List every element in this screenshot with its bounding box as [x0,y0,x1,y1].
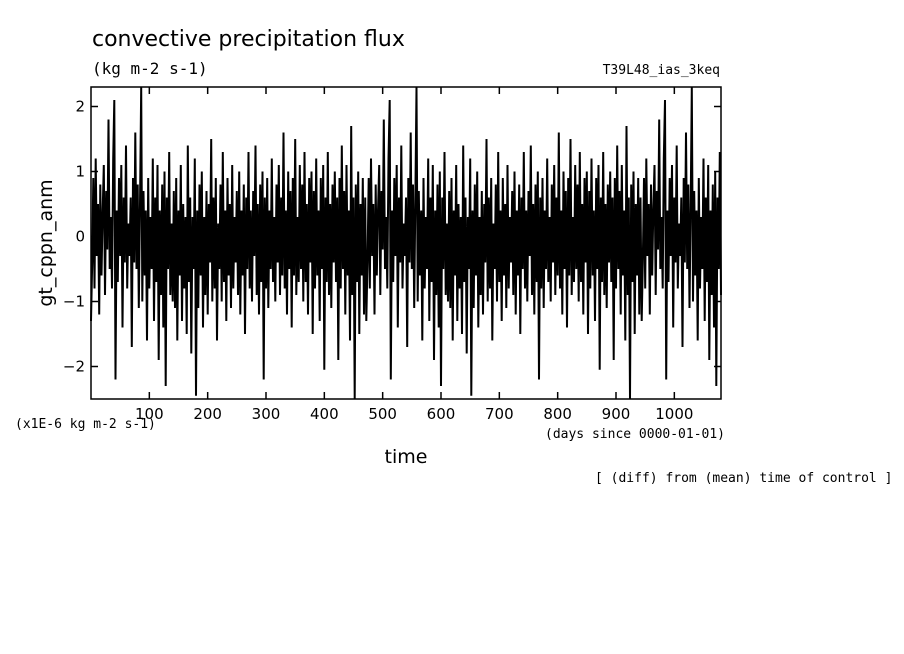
x-tick-label: 200 [193,405,222,423]
y-tick-label: 1 [75,163,85,181]
y-scale-note: (x1E-6 kg m-2 s-1) [15,417,156,432]
x-tick-label: 400 [310,405,339,423]
y-axis-ticks: 2 1 0 −1 −2 [63,98,721,376]
plot-frame [90,86,722,400]
x-tick-label: 700 [485,405,514,423]
x-tick-label: 900 [602,405,631,423]
chart-title: convective precipitation flux [92,27,405,52]
x-unit-note: (days since 0000-01-01) [545,427,725,442]
x-tick-label: 100 [135,405,164,423]
y-axis-label: gt_cppn_anm [35,179,57,306]
x-axis-ticks: 100 200 300 400 500 600 700 800 900 1000 [135,87,693,423]
chart-units: (kg m-2 s-1) [92,59,208,78]
y-tick-label: 0 [75,228,85,246]
plot-area [90,86,722,400]
series-line [90,86,722,400]
x-tick-label: 800 [543,405,572,423]
y-tick-label: −1 [63,293,85,311]
y-tick-label: 2 [75,98,85,116]
x-tick-label: 500 [368,405,397,423]
x-tick-label: 300 [252,405,281,423]
run-name: T39L48_ias_3keq [603,63,720,78]
x-tick-label: 600 [427,405,456,423]
footnote: [ (diff) from (mean) time of control ] [595,471,892,486]
y-tick-label: −2 [63,358,85,376]
x-axis-label: time [385,446,428,468]
x-tick-label: 1000 [655,405,693,423]
